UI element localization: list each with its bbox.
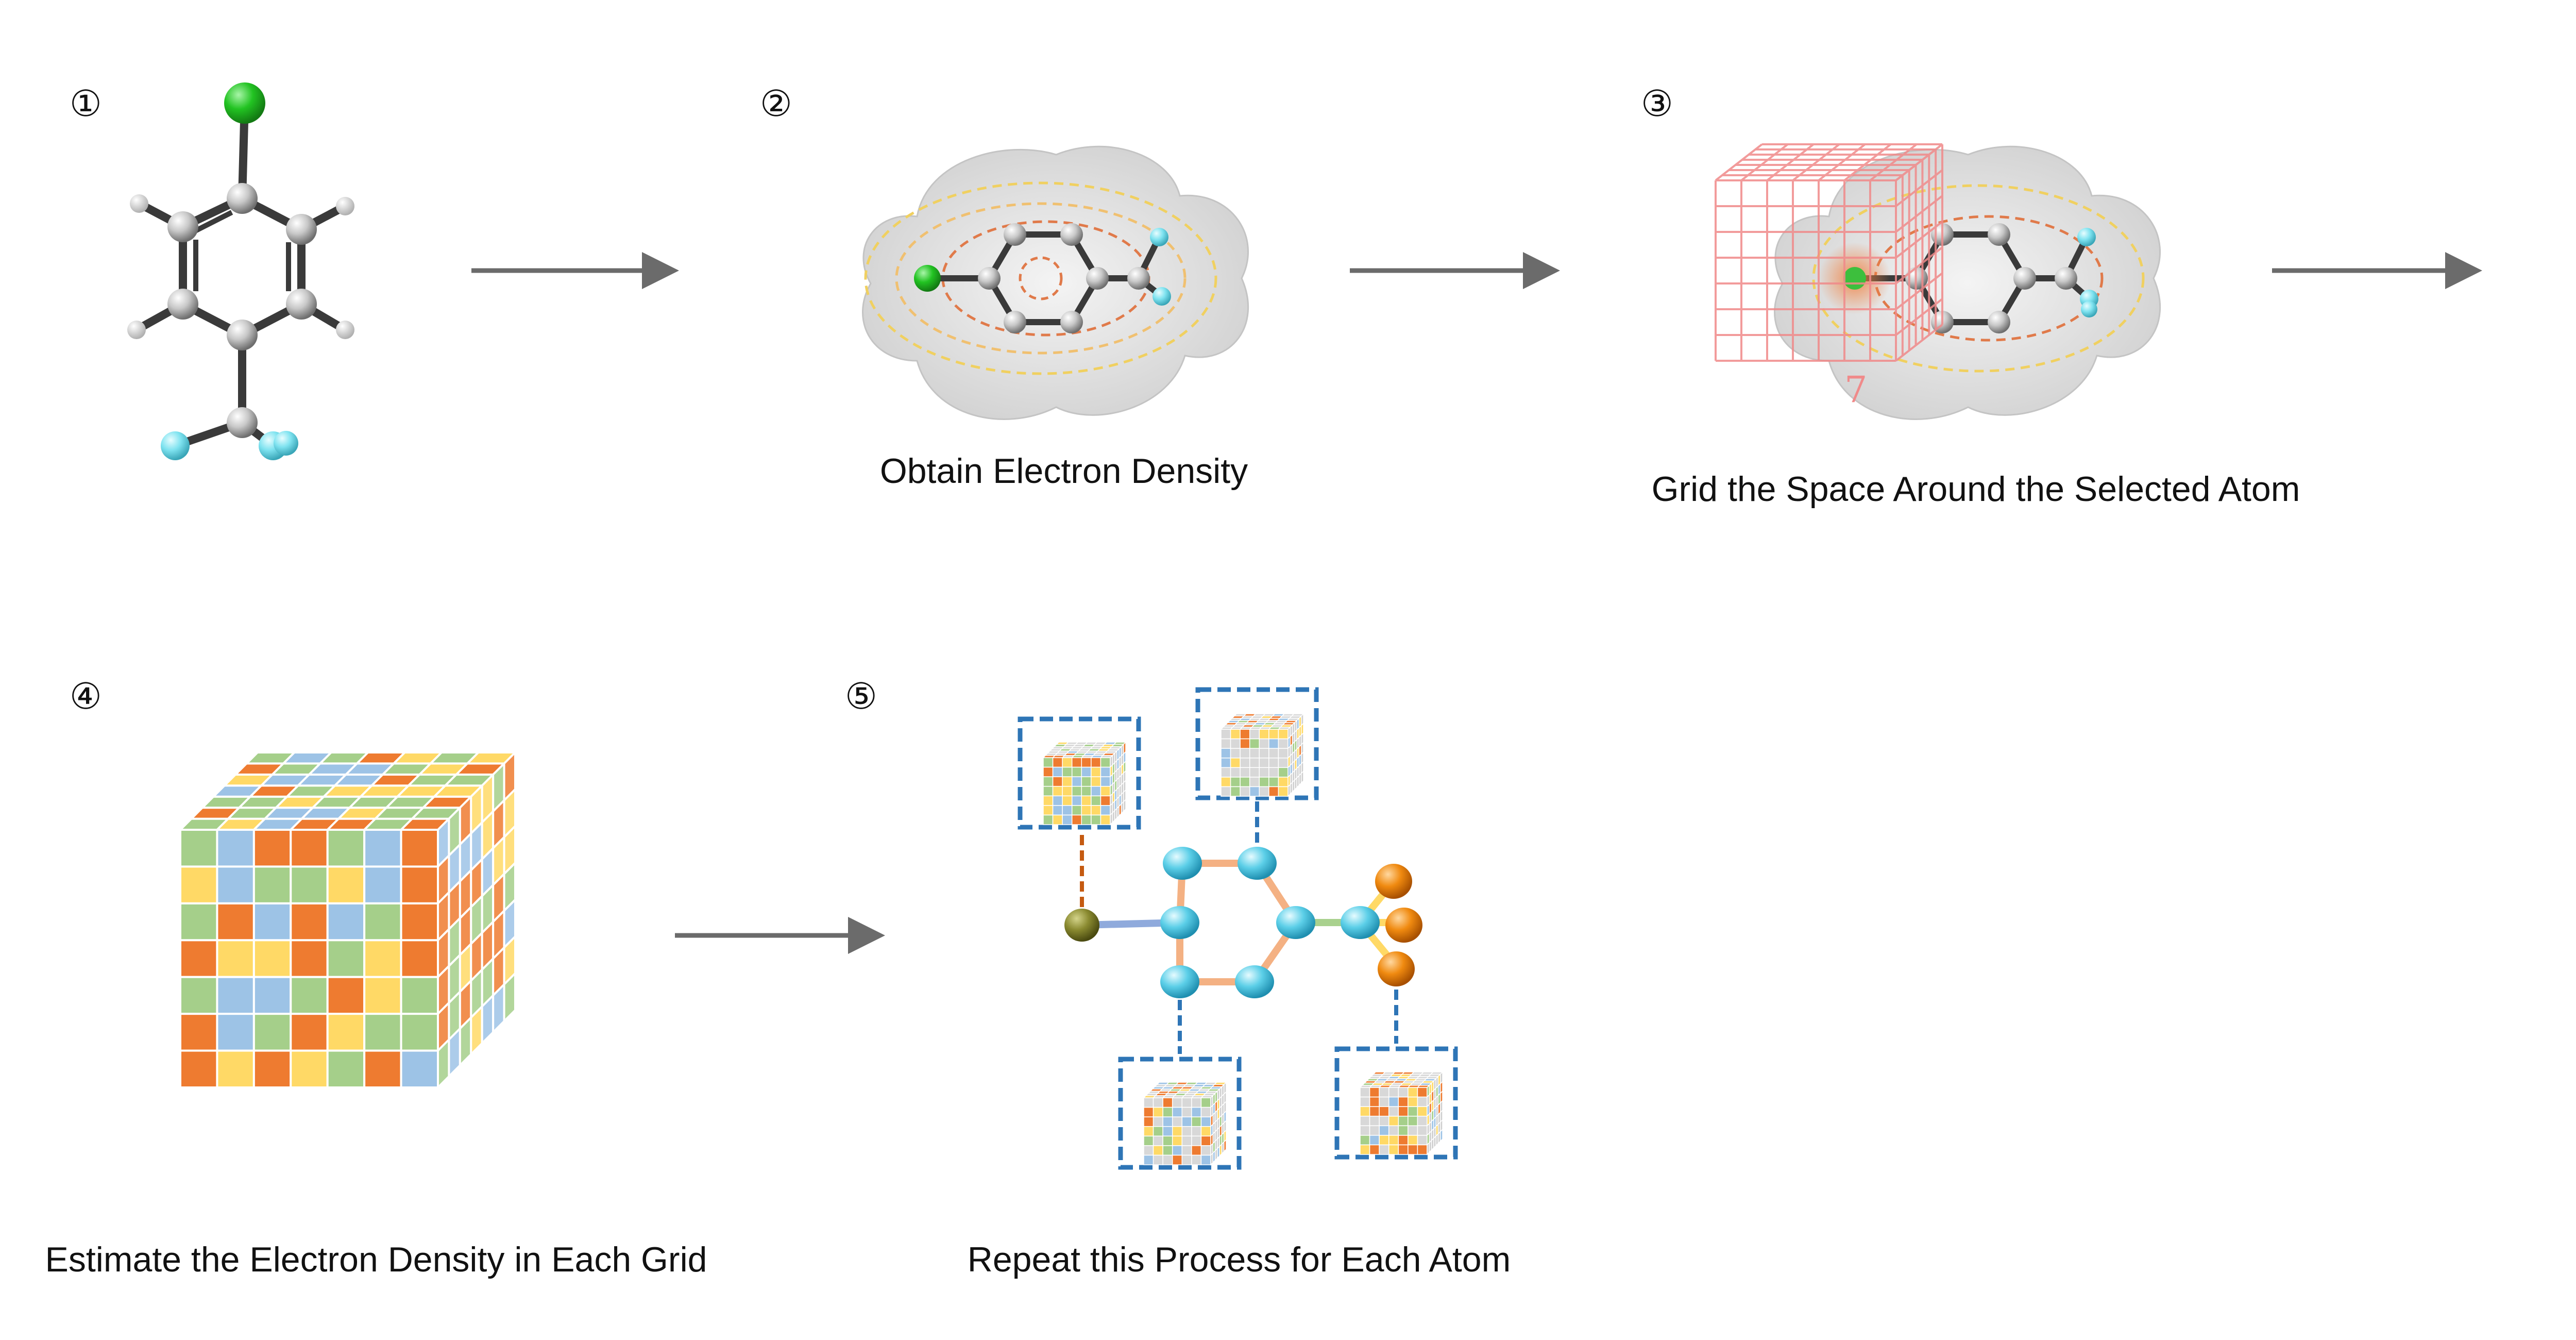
density-cell <box>179 1049 218 1088</box>
step-1-number: ① <box>70 82 102 125</box>
density-cell <box>290 976 329 1015</box>
density-cell <box>400 902 439 942</box>
density-cell <box>363 829 402 868</box>
density-cell <box>252 1049 292 1088</box>
node-olive <box>1064 909 1099 942</box>
density-cell <box>363 976 402 1015</box>
density-cell <box>179 939 218 978</box>
step-5-caption: Repeat this Process for Each Atom <box>967 1240 1511 1279</box>
selected-atom <box>1843 267 1866 290</box>
grid-box-top <box>1195 687 1319 800</box>
density-cell <box>326 939 366 978</box>
density-cell <box>363 865 402 904</box>
density-cell <box>326 1049 366 1088</box>
density-cell <box>290 902 329 942</box>
density-cell <box>179 902 218 942</box>
density-cell <box>216 939 255 978</box>
grid-size-label: 7 <box>1844 368 1868 411</box>
step-1-molecule <box>127 82 354 460</box>
step-2-electron-density <box>862 145 1249 420</box>
density-cell <box>290 829 329 868</box>
step-3-grid-space: 7 <box>1715 143 2161 420</box>
density-cell <box>400 829 439 868</box>
density-cell <box>326 976 366 1015</box>
density-cell <box>400 1049 439 1088</box>
density-cell <box>363 1049 402 1088</box>
density-cell <box>216 1013 255 1052</box>
density-cell <box>326 865 366 904</box>
density-cell <box>326 1013 366 1052</box>
step-2-number: ② <box>760 82 792 125</box>
density-cell <box>216 1049 255 1088</box>
step-5-number: ⑤ <box>845 675 877 717</box>
density-cell <box>216 902 255 942</box>
mini-cubes <box>1042 713 1444 1166</box>
density-cell <box>252 865 292 904</box>
density-cell <box>290 1049 329 1088</box>
step-2-caption: Obtain Electron Density <box>879 451 1248 491</box>
density-cell <box>290 939 329 978</box>
density-cell <box>363 939 402 978</box>
density-cell <box>179 1013 218 1052</box>
step-4-number: ④ <box>70 675 102 717</box>
cube-side-face <box>437 750 516 1090</box>
density-cell <box>252 939 292 978</box>
density-cell <box>400 865 439 904</box>
grid-box-right <box>1334 1046 1458 1160</box>
density-cell <box>252 1013 292 1052</box>
density-cell <box>326 829 366 868</box>
density-cell <box>363 902 402 942</box>
density-cell <box>216 865 255 904</box>
step-4-density-cube <box>178 750 518 1090</box>
density-cell <box>216 829 255 868</box>
density-cell <box>179 865 218 904</box>
grid-cube <box>1715 143 1943 362</box>
cube-top-face <box>178 751 518 831</box>
density-cell <box>252 829 292 868</box>
density-cell <box>290 1013 329 1052</box>
chlorine-atom <box>224 82 265 124</box>
cube-front-face <box>179 829 439 1088</box>
density-cell <box>326 902 366 942</box>
step-4-caption: Estimate the Electron Density in Each Gr… <box>45 1240 707 1279</box>
density-cell <box>252 902 292 942</box>
grid-box-bottom <box>1118 1057 1242 1170</box>
step-3-number: ③ <box>1641 82 1673 125</box>
density-cell <box>179 829 218 868</box>
density-cloud <box>862 145 1249 420</box>
step-5-molecular-graph <box>1018 687 1458 1170</box>
density-cell <box>179 976 218 1015</box>
density-cell <box>400 939 439 978</box>
density-cell <box>252 976 292 1015</box>
density-cell <box>363 1013 402 1052</box>
grid-box-olive <box>1018 716 1141 830</box>
density-cell <box>400 1013 439 1052</box>
step-3-caption: Grid the Space Around the Selected Atom <box>1651 470 2300 509</box>
density-cell <box>400 976 439 1015</box>
density-cell <box>290 865 329 904</box>
density-cell <box>216 976 255 1015</box>
